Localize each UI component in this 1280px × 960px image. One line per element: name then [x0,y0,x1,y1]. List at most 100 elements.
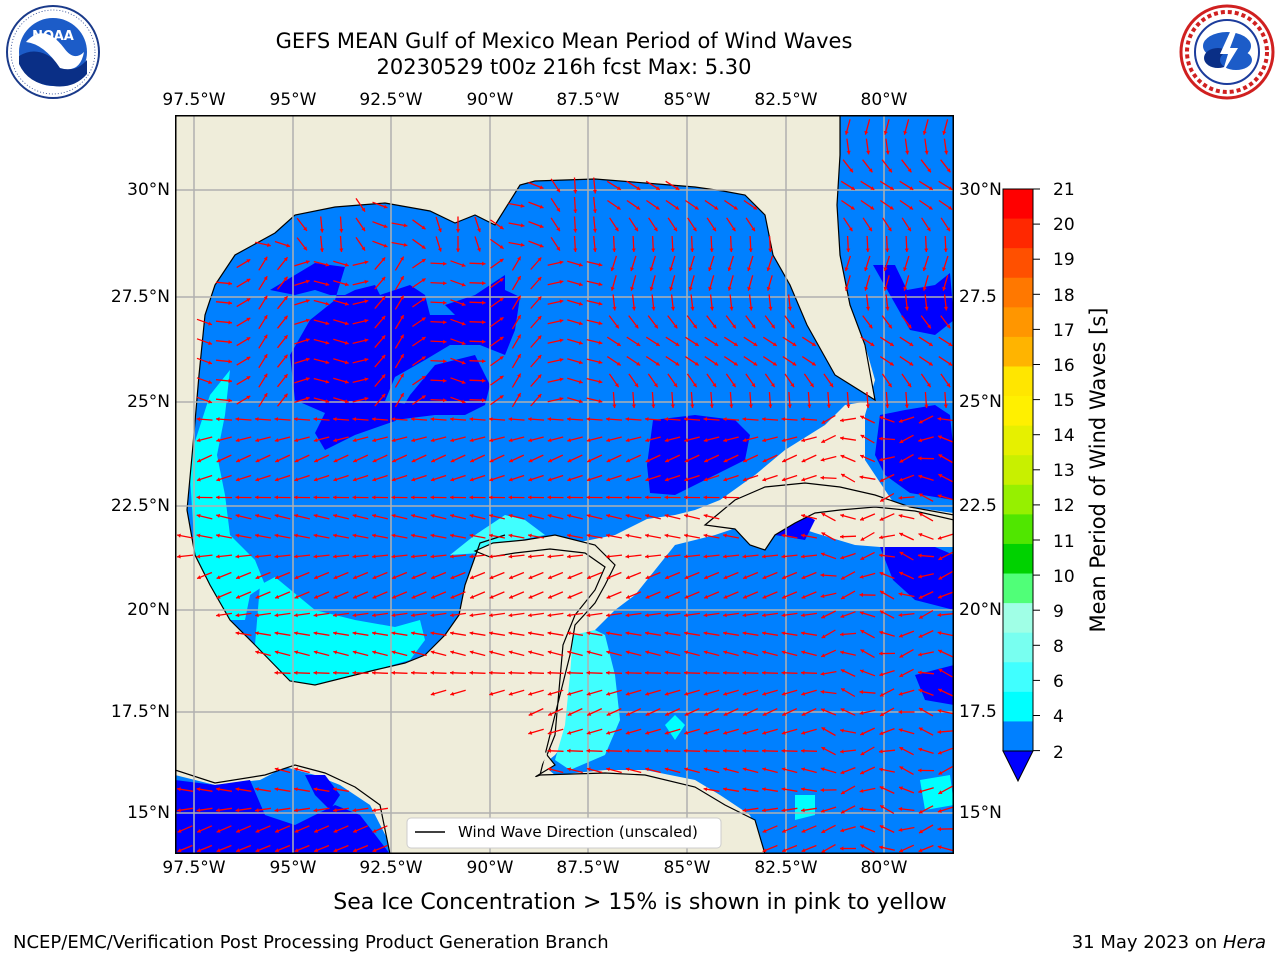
wind-wave-arrowhead [904,248,909,252]
wind-wave-arrowhead [733,342,738,346]
wind-wave-arrowhead [381,315,386,320]
wind-wave-arrowhead [443,300,447,305]
wind-wave-arrowhead [216,533,220,538]
wind-wave-arrowhead [751,324,756,329]
wind-wave-arrowhead [762,458,767,463]
footer-date: 31 May 2023 on Hera [1072,932,1266,953]
wind-wave-arrowhead [844,286,849,291]
wind-wave-arrowhead [787,306,792,311]
wind-wave-arrowhead [841,575,845,580]
wind-wave-arrowhead [723,613,727,618]
wind-wave-arrowhead [879,672,884,677]
wind-wave-arrowhead [743,575,747,580]
wind-wave-arrowhead [703,495,707,500]
wind-wave-arrowhead [684,670,688,675]
wind-wave-arrowhead [578,399,583,404]
wind-wave-arrowhead [508,554,513,559]
wind-wave-arrowhead [898,514,903,518]
wind-wave-arrowhead [684,712,689,716]
wind-wave-arrowhead [499,297,504,302]
wind-wave-arrowhead [903,286,908,291]
wind-wave-arrowhead [559,319,564,323]
wind-wave-arrowhead [753,342,758,346]
wind-wave-arrowhead [528,477,533,482]
wind-wave-arrowhead [208,360,212,365]
wind-wave-arrowhead [286,243,291,248]
wind-wave-arrowhead [352,808,357,813]
wind-wave-arrowhead [918,789,923,794]
wind-wave-arrowhead [455,248,461,252]
wind-wave-arrowhead [586,613,591,618]
wind-wave-arrowhead [651,404,656,408]
wind-wave-arrowhead [821,552,825,557]
wind-wave-arrowhead [684,438,689,443]
wind-wave-arrowhead [703,787,708,792]
wind-wave-arrowhead [578,340,583,345]
wind-wave-arrowhead [411,613,415,618]
wind-wave-arrowhead [879,731,884,736]
wind-wave-arrowhead [352,533,357,538]
wind-wave-arrowhead [567,748,571,753]
lat-label-left: 15°N [127,803,170,823]
wind-wave-arrowhead [904,306,909,311]
wind-wave-arrowhead [450,554,454,559]
wind-wave-arrowhead [868,227,872,232]
wind-wave-arrowhead [421,337,426,341]
wind-wave-arrowhead [762,787,766,792]
wind-wave-arrowhead [860,751,865,756]
wind-wave-arrowhead [325,340,330,345]
wind-wave-arrowhead [860,669,864,674]
wind-wave-arrowhead [216,848,221,853]
wind-wave-arrowhead [450,650,455,655]
wind-wave-arrowhead [731,227,736,232]
wind-wave-arrowhead [517,276,521,281]
wind-wave-arrowhead [630,286,635,291]
wind-wave-arrowhead [586,438,591,443]
wind-wave-arrowhead [840,669,845,673]
wind-wave-arrowhead [294,848,299,853]
wind-wave-arrowhead [829,383,834,388]
wind-wave-arrowhead [942,130,947,135]
wind-wave-arrowhead [469,670,473,675]
wind-wave-arrowhead [899,766,904,770]
wind-wave-arrowhead [606,712,611,716]
wind-wave-arrowhead [421,395,426,400]
wind-wave-arrowhead [489,670,493,675]
wind-wave-arrowhead [664,533,669,538]
wind-wave-arrowhead [364,338,369,343]
wind-wave-arrowhead [651,306,656,311]
colorbar-tick: 2 [1053,743,1064,763]
wind-wave-arrowhead [888,324,892,329]
wind-wave-arrowhead [907,324,912,329]
wind-wave-arrowhead [879,692,884,697]
wind-wave-arrowhead [885,404,890,408]
wind-wave-arrowhead [314,575,318,580]
wind-wave-arrowhead [383,243,388,248]
wind-wave-arrowhead [820,788,824,793]
wind-wave-arrowhead [704,575,708,580]
colorbar-tick: 17 [1053,321,1075,341]
wind-wave-arrowhead [844,130,849,135]
wind-wave-arrowhead [411,575,416,580]
wind-wave-arrowhead [849,168,853,173]
wind-wave-arrowhead [400,373,404,378]
wind-wave-arrowhead [938,770,943,775]
wind-wave-arrowhead [344,301,349,306]
wind-wave-arrowhead [482,339,486,344]
wind-wave-arrowhead [606,495,610,500]
wind-wave-arrowhead [879,610,884,615]
wind-wave-arrowhead [403,223,408,228]
wind-wave-arrowhead [919,829,923,834]
wind-wave-arrowhead [898,419,903,423]
wind-wave-arrowhead [840,513,845,518]
wind-wave-arrowhead [508,438,513,443]
wind-wave-arrowhead [314,458,319,463]
map-panel[interactable]: Wind Wave Direction (unscaled) [175,115,954,854]
wind-wave-arrowhead [673,227,677,232]
wind-wave-arrowhead [246,259,251,263]
footer-credit: NCEP/EMC/Verification Post Processing Pr… [13,932,609,953]
wind-wave-arrowhead [742,631,747,636]
wind-wave-arrowhead [598,301,603,306]
wind-wave-arrowhead [333,495,337,500]
wind-wave-arrowhead [567,477,572,482]
